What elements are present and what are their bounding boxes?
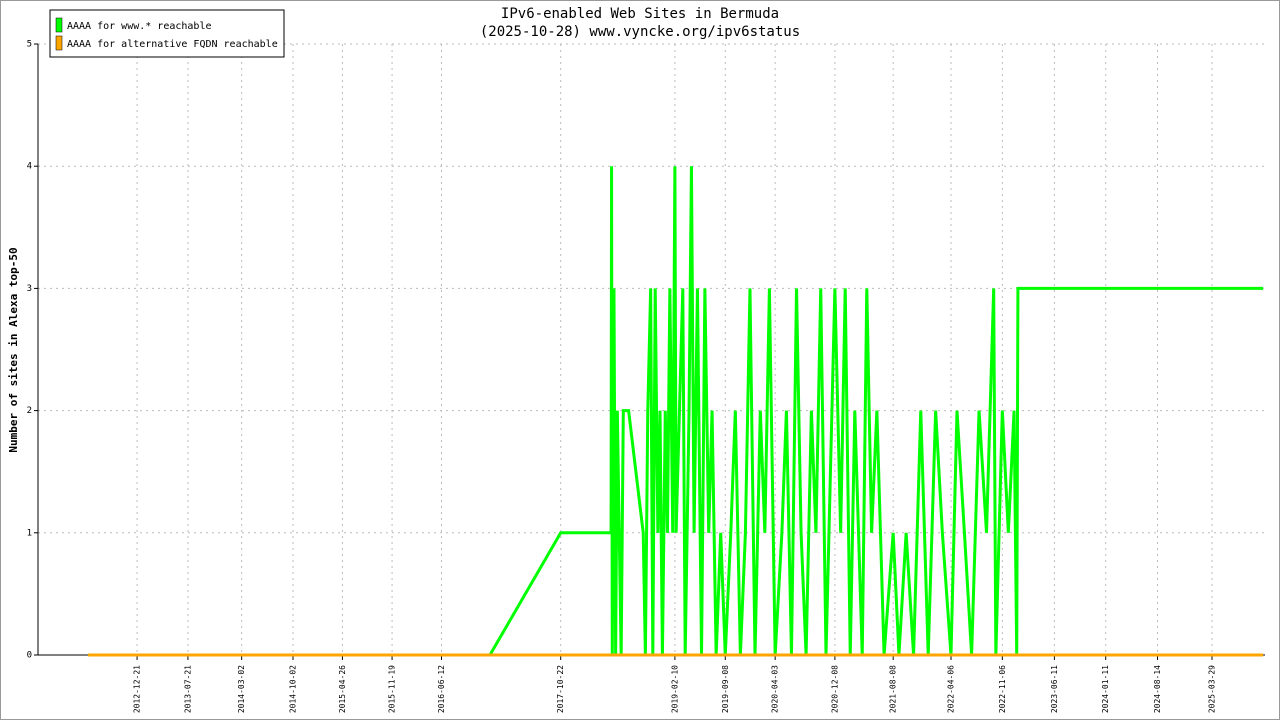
- legend-label: AAAA for alternative FQDN reachable: [67, 39, 278, 50]
- x-tick-label: 2012-12-21: [133, 665, 142, 713]
- y-tick-label: 0: [27, 651, 32, 661]
- y-tick-label: 1: [27, 528, 32, 538]
- x-tick-label: 2020-12-08: [830, 665, 839, 713]
- y-tick-label: 3: [27, 284, 32, 294]
- legend-swatch: [55, 35, 63, 51]
- legend-label: AAAA for www.* reachable: [67, 21, 212, 32]
- x-tick-label: 2014-03-02: [237, 665, 246, 713]
- x-tick-label: 2016-06-12: [437, 665, 446, 713]
- legend-swatch: [55, 17, 63, 33]
- y-tick-label: 4: [27, 162, 32, 172]
- x-tick-label: 2021-08-08: [889, 665, 898, 713]
- x-tick-label: 2022-11-06: [998, 665, 1007, 713]
- x-tick-label: 2024-08-14: [1153, 665, 1162, 713]
- x-tick-label: 2017-10-22: [556, 665, 565, 713]
- x-tick-label: 2025-03-29: [1207, 665, 1216, 713]
- x-tick-label: 2023-06-11: [1050, 665, 1059, 713]
- chart-title: IPv6-enabled Web Sites in Bermuda: [501, 6, 779, 22]
- x-tick-label: 2015-11-19: [388, 665, 397, 713]
- legend-box: [49, 9, 285, 58]
- x-tick-label: 2019-09-08: [721, 665, 730, 713]
- y-tick-label: 5: [27, 40, 32, 50]
- x-tick-label: 2019-02-10: [670, 665, 679, 713]
- x-tick-label: 2020-04-03: [771, 665, 780, 713]
- x-tick-label: 2022-04-06: [946, 665, 955, 713]
- x-tick-label: 2014-10-02: [288, 665, 297, 713]
- x-tick-label: 2024-01-11: [1101, 665, 1110, 713]
- y-tick-label: 2: [27, 406, 32, 416]
- y-axis-label: Number of sites in Alexa top-50: [7, 247, 20, 452]
- x-tick-label: 2015-04-26: [338, 665, 347, 713]
- x-tick-label: 2013-07-21: [183, 665, 192, 713]
- chart-subtitle: (2025-10-28) www.vyncke.org/ipv6status: [480, 24, 800, 40]
